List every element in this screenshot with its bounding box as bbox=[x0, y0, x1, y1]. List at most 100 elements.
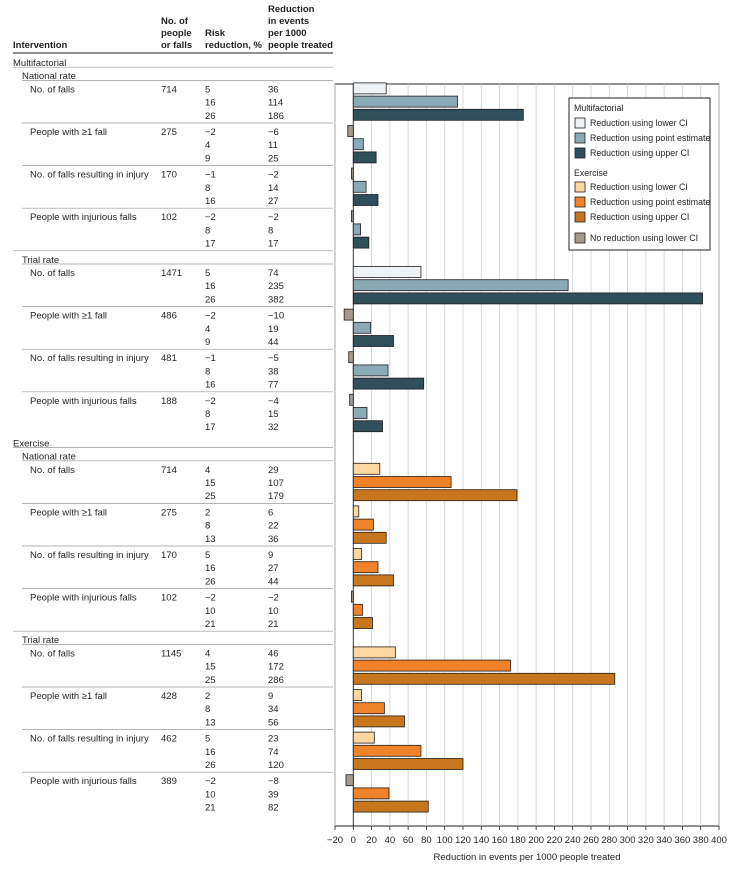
reduction-value: 107 bbox=[268, 478, 284, 489]
bar-ex-point bbox=[352, 744, 422, 757]
x-tick-label: 180 bbox=[510, 835, 526, 846]
bar-ex-point bbox=[352, 702, 385, 715]
reduction-value: 56 bbox=[268, 717, 279, 728]
bar-ex-upper bbox=[352, 574, 394, 587]
n-value: 170 bbox=[161, 170, 177, 181]
outcome-label: People with ≥1 fall bbox=[30, 127, 107, 138]
reduction-value: 14 bbox=[268, 183, 279, 194]
reduction-value: 6 bbox=[268, 507, 273, 518]
bar-multi-upper bbox=[352, 108, 524, 121]
risk-reduction-value: 17 bbox=[205, 422, 216, 433]
risk-reduction-value: 16 bbox=[205, 196, 216, 207]
x-axis-label: Reduction in events per 1000 people trea… bbox=[434, 852, 621, 863]
x-axis: −20 0 20 40 60 80 100 120 140 160 180 200 220 240 260 2… bbox=[327, 826, 727, 846]
risk-reduction-value: 8 bbox=[205, 366, 210, 377]
reduction-value: 39 bbox=[268, 789, 279, 800]
reduction-value: 29 bbox=[268, 465, 279, 476]
outcome-label: No. of falls resulting in injury bbox=[30, 550, 149, 561]
n-value: 188 bbox=[161, 396, 177, 407]
reduction-value: 34 bbox=[268, 704, 279, 715]
bar-ex-upper bbox=[352, 617, 373, 629]
outcome-label: People with ≥1 fall bbox=[30, 507, 107, 518]
x-tick-label: 220 bbox=[546, 835, 562, 846]
bar-multi-upper bbox=[352, 420, 383, 433]
reduction-value: 17 bbox=[268, 239, 279, 250]
bar-ex-lower bbox=[352, 689, 362, 701]
reduction-value: 36 bbox=[268, 84, 279, 95]
reduction-value: 82 bbox=[268, 803, 279, 814]
bar-ex-upper bbox=[352, 672, 616, 685]
n-value: 389 bbox=[161, 776, 177, 787]
bar-ex-lower bbox=[351, 590, 354, 603]
n-value: 486 bbox=[161, 311, 177, 322]
risk-reduction-value: −2 bbox=[205, 212, 216, 223]
reduction-value: −8 bbox=[268, 776, 279, 787]
outcome-label: No. of falls bbox=[30, 648, 75, 659]
outcome-label: People with injurious falls bbox=[30, 593, 137, 604]
reduction-value: −10 bbox=[268, 311, 284, 322]
n-value: 102 bbox=[161, 212, 177, 223]
bar-ex-upper bbox=[352, 489, 518, 502]
bar-ex-point bbox=[352, 518, 374, 531]
group-label: Exercise bbox=[13, 438, 49, 449]
outcome-label: No. of falls resulting in injury bbox=[30, 353, 149, 364]
risk-reduction-value: 21 bbox=[205, 619, 216, 630]
bar-ex-lower bbox=[352, 646, 396, 659]
risk-reduction-value: 4 bbox=[205, 324, 210, 335]
risk-reduction-value: 13 bbox=[205, 717, 216, 728]
risk-reduction-value: 26 bbox=[205, 111, 216, 122]
header-intervention: Intervention bbox=[13, 40, 68, 51]
bar-multi-lower bbox=[352, 266, 422, 278]
risk-reduction-value: 15 bbox=[205, 662, 216, 673]
bar-multi-lower bbox=[351, 167, 354, 180]
header-reduction-line1: Reduction bbox=[268, 4, 315, 15]
legend-swatch-ex-point bbox=[574, 196, 586, 208]
risk-reduction-value: −2 bbox=[205, 593, 216, 604]
n-value: 428 bbox=[161, 691, 177, 702]
n-value: 1471 bbox=[161, 268, 182, 279]
risk-reduction-value: −2 bbox=[205, 127, 216, 138]
risk-reduction-value: 21 bbox=[205, 803, 216, 814]
risk-reduction-value: 13 bbox=[205, 534, 216, 545]
reduction-value: 46 bbox=[268, 648, 279, 659]
legend: Multifactorial Reduction using lower CI … bbox=[568, 97, 711, 251]
bar-multi-lower bbox=[343, 308, 354, 321]
risk-reduction-value: 5 bbox=[205, 550, 210, 561]
bar-ex-lower bbox=[352, 548, 362, 560]
reduction-value: −2 bbox=[268, 170, 279, 181]
risk-reduction-value: 8 bbox=[205, 409, 210, 420]
bar-multi-point bbox=[352, 407, 368, 419]
reduction-value: 114 bbox=[268, 98, 283, 109]
bar-ex-upper bbox=[352, 800, 429, 813]
risk-reduction-value: 16 bbox=[205, 563, 216, 574]
risk-reduction-value: −1 bbox=[205, 353, 216, 364]
reduction-value: −2 bbox=[268, 212, 279, 223]
n-value: 1145 bbox=[161, 648, 181, 659]
bar-multi-point bbox=[352, 321, 372, 334]
n-value: 462 bbox=[161, 734, 177, 745]
x-tick-label: 260 bbox=[583, 835, 599, 846]
risk-reduction-value: 8 bbox=[205, 225, 210, 236]
risk-reduction-value: 16 bbox=[205, 747, 216, 758]
reduction-value: −4 bbox=[268, 396, 279, 407]
n-value: 102 bbox=[161, 593, 177, 604]
legend-multi-upper: Reduction using upper CI bbox=[590, 148, 689, 158]
risk-reduction-value: 8 bbox=[205, 183, 210, 194]
reduction-value: 235 bbox=[268, 281, 284, 292]
legend-swatch-ex-upper bbox=[574, 211, 586, 223]
legend-no-reduction: No reduction using lower CI bbox=[590, 233, 698, 243]
outcome-label: People with injurious falls bbox=[30, 212, 137, 223]
x-tick-label: 200 bbox=[528, 835, 544, 846]
header-reduction-line2: in events bbox=[268, 16, 309, 27]
reduction-value: 27 bbox=[268, 563, 279, 574]
x-tick-label: 320 bbox=[638, 835, 654, 846]
x-tick-label: 280 bbox=[601, 835, 617, 846]
x-tick-label: 240 bbox=[565, 835, 581, 846]
x-tick-label: 360 bbox=[674, 835, 690, 846]
reduction-value: 44 bbox=[268, 576, 279, 587]
n-value: 275 bbox=[161, 507, 177, 518]
legend-swatch-multi-upper bbox=[574, 147, 586, 159]
n-value: 714 bbox=[161, 84, 177, 95]
header-n-line1: No. of bbox=[161, 16, 189, 27]
